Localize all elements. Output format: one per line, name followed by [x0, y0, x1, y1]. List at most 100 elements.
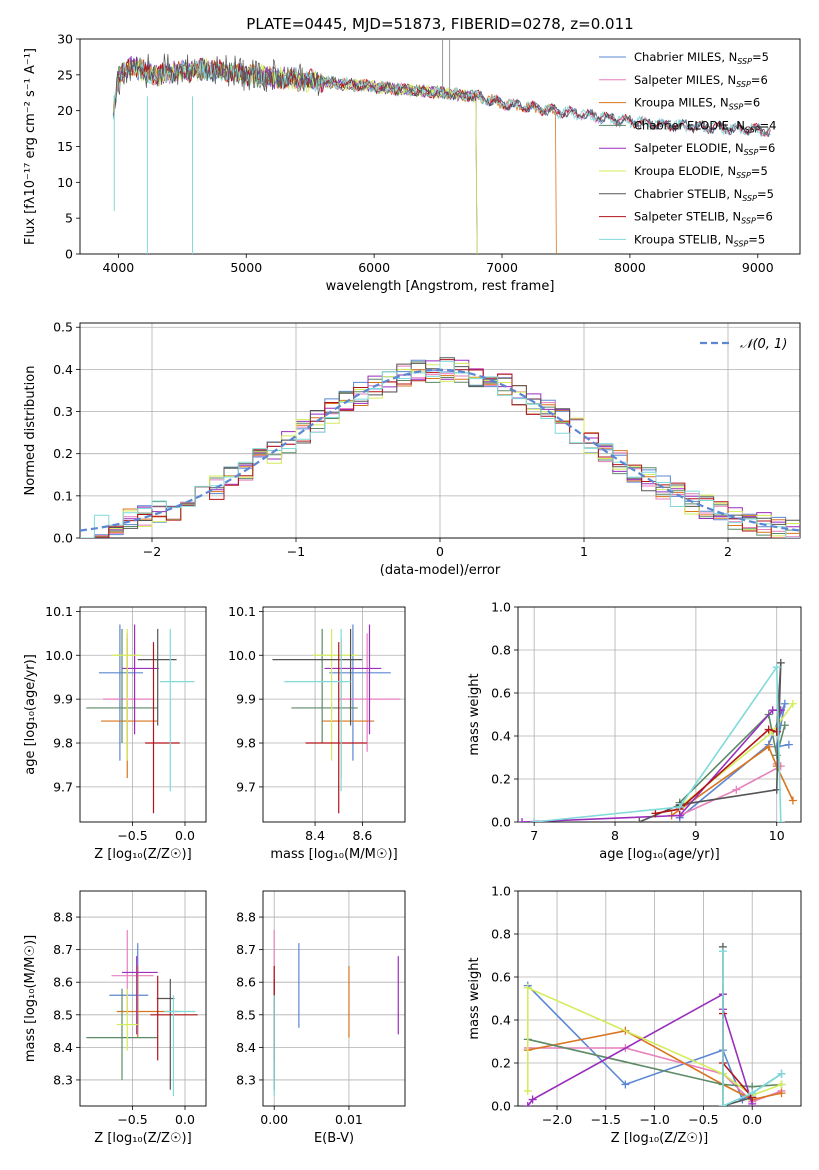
weight-series-line — [527, 1038, 782, 1088]
y-tick-label: 9.7 — [53, 779, 73, 794]
weight-point-marker — [530, 818, 539, 822]
legend-nssp-sub: SSP — [745, 125, 760, 134]
age-vs-mass-frame — [262, 606, 406, 823]
y-tick-label: 8.4 — [236, 1040, 256, 1055]
age-vs-mass-errorbars — [272, 624, 401, 814]
y-axis-label: age [log₁₀(age/yr)] — [23, 654, 38, 775]
x-tick-label: −2.0 — [542, 1112, 572, 1127]
x-axis-label: Z [log₁₀(Z/Z☉)] — [611, 1131, 708, 1146]
x-tick-label: 0.0 — [175, 1112, 195, 1127]
legend-series-name: Chabrier STELIB — [634, 187, 726, 201]
x-axis-label: mass [log₁₀(M/M☉)] — [270, 847, 397, 862]
y-tick-label: 10.1 — [228, 604, 256, 619]
x-tick-label: 0.0 — [175, 828, 195, 843]
age-vs-Z-errorbars — [86, 624, 195, 814]
y-tick-label: 0.6 — [491, 970, 511, 985]
legend-nssp-sub: SSP — [741, 217, 756, 226]
legend-eq: = — [760, 118, 770, 132]
histogram-legend: 𝒩(0, 1) — [700, 337, 787, 352]
y-tick-label: 0.6 — [491, 686, 511, 701]
y-tick-label: 10.1 — [45, 604, 73, 619]
weight-point-marker — [718, 1102, 727, 1106]
spectrum-axes: 4000 5000 6000 7000 8000 9000 0 5 10 15 20 25 30 wave… — [23, 32, 801, 294]
weight-series-line — [655, 728, 777, 815]
x-axis-label: E(B-V) — [314, 1131, 354, 1146]
x-tick-label: −1.5 — [591, 1112, 621, 1127]
legend-series-name: Chabrier ELODIE — [634, 118, 729, 132]
weight-series-line — [679, 763, 783, 817]
y-axis-label: mass weight — [467, 957, 482, 1039]
spectrum-lines — [112, 39, 771, 254]
y-tick-label: 0.0 — [491, 1099, 511, 1114]
mass-vs-Z-axes: −0.5 0.0 8.3 8.4 8.5 8.6 8.7 8.8 Z [log₁₀(Z/Z☉)]… — [23, 890, 207, 1146]
gaussian-curve — [80, 368, 800, 532]
age-vs-mass-axes: 8.4 8.6 9.7 9.8 9.9 10.0 10.1 mass [log₁₀(M/M☉)… — [228, 604, 406, 862]
legend-nssp-label: N — [720, 96, 729, 110]
legend-eq: = — [748, 232, 758, 246]
legend-nssp-value: 6 — [760, 73, 767, 87]
y-tick-label: 8.3 — [236, 1072, 256, 1087]
legend-nssp-value: 4 — [769, 118, 776, 132]
y-tick-label: 20 — [57, 103, 73, 118]
y-tick-label: 0.1 — [53, 488, 73, 503]
weight-series-line — [722, 946, 753, 1106]
x-tick-label: 8.6 — [352, 828, 372, 843]
panels: 4000 5000 6000 7000 8000 9000051015202530wave… — [23, 32, 802, 1146]
x-tick-label: 7000 — [486, 260, 518, 275]
y-tick-label: 9.7 — [236, 779, 256, 794]
legend-series-name: Salpeter STELIB — [634, 210, 725, 224]
figure-title: PLATE=0445, MJD=51873, FIBERID=0278, z=0… — [246, 15, 633, 33]
x-tick-label: 7 — [530, 828, 538, 843]
x-tick-label: 8 — [611, 828, 619, 843]
y-tick-label: 0.3 — [53, 404, 73, 419]
x-tick-label: −2 — [143, 544, 161, 559]
x-tick-label: 8.4 — [305, 828, 325, 843]
x-axis-label: Z [log₁₀(Z/Z☉)] — [94, 847, 191, 862]
y-tick-label: 10.0 — [45, 648, 73, 663]
y-tick-label: 1.0 — [491, 884, 511, 899]
weight-point-marker — [675, 802, 684, 811]
weight-point-marker — [777, 1080, 786, 1089]
y-tick-label: 8.7 — [236, 942, 256, 957]
x-tick-label: −1 — [287, 544, 305, 559]
y-axis-label: Normed distribution — [23, 366, 38, 496]
legend-nssp-value: 6 — [768, 141, 775, 155]
legend-eq: = — [756, 210, 766, 224]
legend-nssp-value: 5 — [760, 164, 767, 178]
legend-entry: Chabrier STELIB, NSSP=5 — [634, 187, 774, 203]
weight-series-line — [534, 664, 782, 822]
y-tick-label: 8.6 — [236, 975, 256, 990]
x-tick-label: 0.01 — [335, 1112, 363, 1127]
x-tick-label: 6000 — [358, 260, 390, 275]
x-tick-label: −0.5 — [117, 828, 147, 843]
legend-sep: , — [721, 50, 728, 64]
y-axis-label: mass [log₁₀(M/M☉)] — [23, 935, 38, 1062]
legend-eq: = — [751, 164, 761, 178]
legend-nssp-sub: SSP — [736, 80, 751, 89]
weight-vs-Z-frame — [517, 890, 802, 1107]
x-axis-label: wavelength [Angstrom, rest frame] — [326, 279, 555, 294]
weight-vs-Z-lines — [523, 942, 786, 1106]
histogram-series — [80, 362, 800, 538]
weight-point-marker — [768, 706, 777, 715]
x-tick-label: −1.0 — [639, 1112, 669, 1127]
weight-point-marker — [780, 721, 789, 730]
spectrum-frame — [79, 38, 801, 255]
x-tick-label: −0.5 — [117, 1112, 147, 1127]
mass-vs-Z-frame — [79, 890, 207, 1107]
x-tick-label: 8000 — [614, 260, 646, 275]
legend-sep: , — [726, 187, 733, 201]
residuals-axes: −2 −1 0 1 2 0.0 0.1 0.2 0.3 0.4 0.5 (data-model)/er… — [23, 320, 801, 578]
y-tick-label: 8.5 — [53, 1007, 73, 1022]
y-tick-label: 10.0 — [228, 648, 256, 663]
mass-vs-Z-errorbars — [86, 930, 198, 1097]
weight-point-marker — [523, 1086, 532, 1095]
y-tick-label: 0.5 — [53, 320, 73, 335]
legend-entry: Salpeter STELIB, NSSP=6 — [634, 210, 773, 226]
y-tick-label: 9.8 — [53, 736, 73, 751]
x-tick-label: −0.5 — [688, 1112, 718, 1127]
y-axis-label: Flux [fλ10⁻¹⁷ erg cm⁻² s⁻¹ A⁻¹] — [23, 48, 38, 245]
legend-entry: Chabrier ELODIE, NSSP=4 — [634, 118, 776, 134]
